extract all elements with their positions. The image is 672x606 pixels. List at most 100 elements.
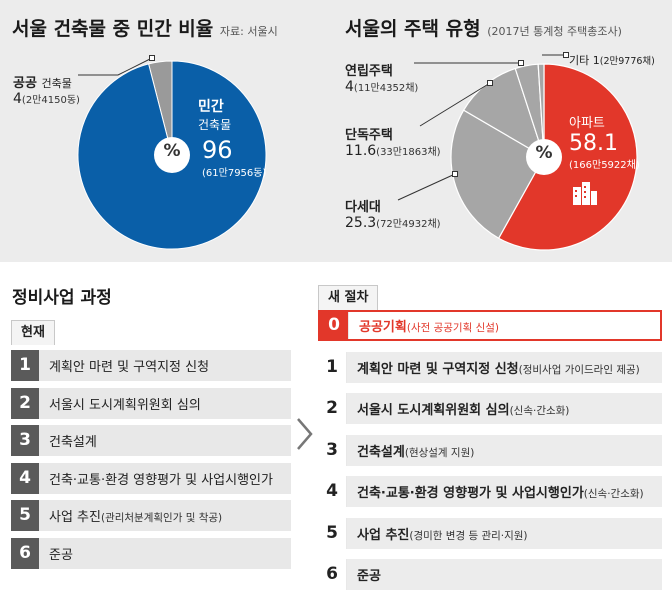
detached-detail: (33만1863채)	[376, 147, 441, 158]
step-text: 계획안 마련 및 구역지정 신청(정비사업 가이드라인 제공)	[347, 358, 640, 377]
chart2-title: 서울의 주택 유형	[345, 18, 481, 40]
current-tag: 현재	[11, 320, 55, 345]
leader-lines	[78, 52, 569, 201]
step-row-5: 5 사업 추진(관리처분계획인가 및 착공)	[11, 500, 291, 531]
step-text: 공공기획(사전 공공기획 신설)	[349, 316, 499, 335]
step-text: 건축설계	[39, 431, 97, 450]
step-label: 준공	[49, 547, 73, 563]
step-note: (현상설계 지원)	[404, 446, 475, 459]
leader-public	[78, 57, 153, 76]
step-text: 건축설계(현상설계 지원)	[347, 441, 474, 460]
chart1-private-label: 민간 건축물	[198, 96, 231, 133]
apartment-name: 아파트	[569, 116, 605, 131]
multiplex-value: 25.3	[345, 215, 377, 231]
step-label: 서울시 도시계획위원회 심의	[49, 397, 201, 413]
chart2-rowhouse-label: 연립주택 4(11만4352채)	[345, 60, 418, 95]
step-number: 6	[11, 537, 39, 569]
step-text: 준공	[39, 544, 73, 563]
step-label: 계획안 마련 및 구역지정 신청	[49, 360, 210, 375]
chart1-center-percent: %	[163, 141, 181, 161]
step-text: 건축·교통·환경 영향평가 및 사업시행인가(신속·간소화)	[347, 482, 644, 501]
chart1-title-wrap: 서울 건축물 중 민간 비율 자료: 서울시	[12, 14, 278, 41]
step-row-1: 1 계획안 마련 및 구역지정 신청	[11, 350, 291, 381]
multiplex-name: 다세대	[345, 200, 381, 215]
step-row-4: 4 건축·교통·환경 영향평가 및 사업시행인가	[11, 462, 291, 494]
multiplex-detail: (72만4932채)	[376, 219, 441, 230]
step-number: 3	[11, 425, 39, 456]
pie-slice-기타	[537, 63, 545, 158]
private-sub: 건축물	[198, 118, 232, 132]
pie-center-circle	[526, 139, 562, 175]
public-name: 공공	[13, 76, 37, 91]
step-label: 건축·교통·환경 영향평가 및 사업시행인가	[357, 486, 584, 501]
chart1-private-value-wrap: 96 (61만7956동)	[202, 136, 266, 179]
chart2-note: (2017년 통계청 주택총조사)	[487, 25, 622, 38]
public-value: 4	[13, 91, 22, 107]
step-note: (경미한 변경 등 관리·지원)	[409, 529, 528, 542]
pie-chart-private-ratio	[77, 60, 267, 250]
step-note: (신속·간소화)	[509, 405, 570, 417]
step-text: 사업 추진(경미한 변경 등 관리·지원)	[347, 524, 528, 543]
step-row-6: 6 준공	[11, 537, 291, 569]
private-detail: (61만7956동)	[202, 168, 267, 179]
pie-slice-다세대	[450, 109, 545, 240]
step-row-2: 2 서울시 도시계획위원회 심의	[11, 387, 291, 419]
step-number: 2	[11, 387, 39, 419]
step-number: 0	[320, 312, 349, 339]
step-text: 서울시 도시계획위원회 심의(신속·간소화)	[347, 399, 569, 418]
leader-multiplex-marker	[452, 171, 458, 177]
chart1-note: 자료: 서울시	[219, 25, 278, 38]
step-number: 5	[318, 517, 347, 549]
step-number: 4	[11, 462, 39, 494]
step-label: 건축·교통·환경 영향평가 및 사업시행인가	[49, 472, 273, 488]
step-number: 1	[318, 351, 347, 383]
chart2-multiplex-label: 다세대 25.3(72만4932채)	[345, 196, 441, 231]
other-detail: (2만9776채)	[599, 56, 655, 67]
step-text: 사업 추진(관리처분계획인가 및 착공)	[39, 506, 222, 525]
chart2-apartment-label: 아파트 58.1 (166만5922채)	[569, 112, 640, 171]
rowhouse-detail: (11만4352채)	[353, 83, 419, 94]
step-note: (신속·간소화)	[583, 488, 644, 500]
step-note: (관리처분계획인가 및 착공)	[100, 512, 223, 524]
new-procedure-tag: 새 절차	[318, 285, 379, 310]
step-label: 서울시 도시계획위원회 심의	[357, 403, 510, 418]
step-text: 서울시 도시계획위원회 심의	[39, 394, 201, 413]
leader-detached	[419, 82, 491, 127]
step-row-3: 3 건축설계	[11, 425, 291, 456]
apartment-detail: (166만5922채)	[569, 160, 640, 171]
pie-slice-아파트	[497, 63, 638, 251]
chart1-public-label: 공공 건축물 4(2만4150동)	[13, 72, 80, 107]
step-row-1: 1 계획안 마련 및 구역지정 신청(정비사업 가이드라인 제공)	[318, 351, 662, 383]
chart1-title: 서울 건축물 중 민간 비율	[12, 18, 214, 40]
step-number: 2	[318, 393, 347, 424]
pie-chart-housing-type	[450, 63, 638, 251]
step-label: 건축설계	[49, 435, 97, 450]
pie-center-circle	[154, 137, 190, 173]
step-text: 계획안 마련 및 구역지정 신청	[39, 356, 209, 375]
step-note: (사전 공공기획 신설)	[406, 322, 499, 334]
step-text: 건축·교통·환경 영향평가 및 사업시행인가	[39, 469, 273, 488]
private-name: 민간	[198, 99, 224, 115]
step-row-5: 5 사업 추진(경미한 변경 등 관리·지원)	[318, 517, 662, 549]
leader-public-marker	[149, 55, 155, 61]
private-value: 96	[202, 136, 233, 164]
other-name: 기타	[569, 54, 590, 67]
other-value: 1	[592, 54, 600, 67]
step-number: 3	[318, 434, 347, 466]
step-label: 준공	[357, 569, 381, 584]
rowhouse-name: 연립주택	[345, 64, 393, 79]
step-number: 6	[318, 559, 347, 590]
step-number: 4	[318, 476, 347, 507]
step-row-3: 3 건축설계(현상설계 지원)	[318, 434, 662, 466]
public-sub: 건축물	[41, 77, 72, 90]
step-label: 공공기획	[359, 320, 407, 335]
leader-multiplex	[397, 173, 456, 201]
chart2-detached-label: 단독주택 11.6(33만1863채)	[345, 124, 441, 159]
detached-value: 11.6	[345, 143, 377, 159]
chart2-other-label: 기타 1(2만9776채)	[569, 52, 655, 68]
pie-charts-svg	[77, 52, 638, 251]
step-note: (정비사업 가이드라인 제공)	[518, 363, 640, 376]
step-text: 준공	[347, 565, 381, 584]
step-number: 1	[11, 350, 39, 381]
chart2-center-percent: %	[535, 143, 553, 163]
